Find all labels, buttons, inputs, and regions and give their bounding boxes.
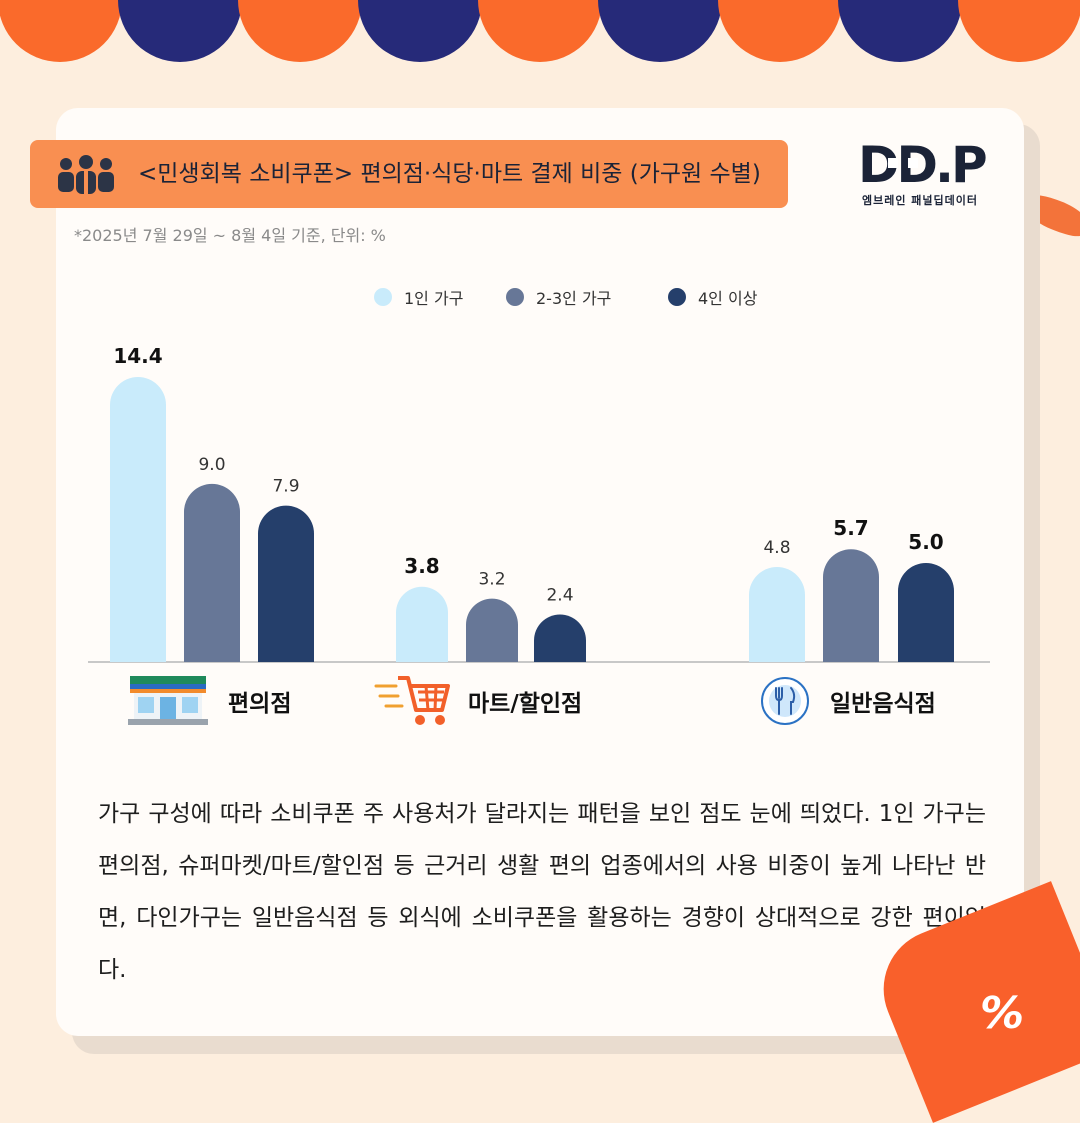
bar [258,505,314,662]
bar-chart: 14.4 9.0 7.9 3.8 3.2 2.4 4.8 5.7 5.0 [88,344,990,663]
bar [898,563,954,662]
percent-badge-symbol: % [980,988,1025,1039]
data-label: 2.4 [546,586,573,606]
category-label: 편의점 [228,691,292,717]
bar [534,614,586,662]
bar [396,586,448,662]
data-label: 4.8 [763,538,790,558]
convenience-store-icon [128,676,208,725]
category-label: 마트/할인점 [468,691,583,717]
legend-swatch [506,288,524,306]
bar [749,567,805,662]
data-label: 7.9 [272,477,299,497]
data-label: 5.7 [833,516,868,540]
legend-item-series1: 1인 가구 [374,285,463,309]
body-paragraph: 가구 구성에 따라 소비쿠폰 주 사용처가 달라지는 패턴을 보인 점도 눈에 … [98,801,986,983]
svg-text:DD.P: DD.P [858,136,986,188]
bar [823,549,879,662]
people-icon [58,155,114,194]
data-label: 5.0 [908,530,943,554]
data-label: 3.2 [478,570,505,590]
shopping-cart-icon [374,676,450,725]
chart-note: *2025년 7월 29일 ~ 8월 4일 기준, 단위: % [74,226,386,245]
data-label: 14.4 [113,344,162,368]
bar [110,377,166,662]
ddp-logo: DD.P [858,136,989,188]
title-bar [30,140,788,208]
legend-item-series2: 2-3인 가구 [506,285,611,309]
chart-title: <민생회복 소비쿠폰> 편의점·식당·마트 결제 비중 (가구원 수별) [138,161,761,187]
data-label: 9.0 [198,455,225,475]
legend-swatch [374,288,392,306]
category-label: 일반음식점 [830,691,936,717]
bar [466,598,518,662]
legend-label: 2-3인 가구 [536,289,612,308]
bar [184,483,241,662]
legend-label: 1인 가구 [404,289,464,308]
legend-swatch [668,288,686,306]
legend-item-series3: 4인 이상 [668,285,757,309]
data-label: 3.8 [404,554,439,578]
legend-label: 4인 이상 [698,289,758,308]
utensils-icon [761,677,809,725]
logo-subtitle: 엠브레인 패널딥데이터 [862,194,979,207]
